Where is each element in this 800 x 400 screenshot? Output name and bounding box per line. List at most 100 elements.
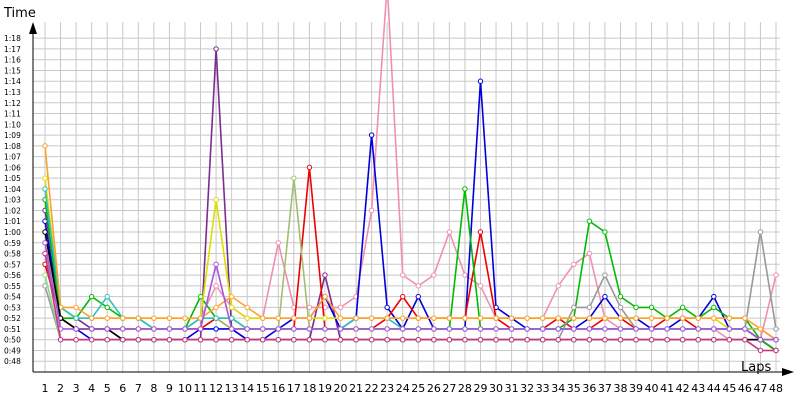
data-point (415, 326, 421, 332)
x-tick-label: 7 (135, 382, 142, 395)
data-point (151, 326, 157, 332)
data-point (42, 229, 48, 235)
x-tick-label: 9 (166, 382, 173, 395)
data-point (213, 46, 219, 52)
y-tick-label: 1:18 (4, 34, 21, 43)
data-point (42, 272, 48, 278)
data-point (135, 315, 142, 321)
tick-labels: 0:48 0:490:50 0:51 0:52 0:530:54 0:55 0:56 0:57… (4, 34, 783, 395)
data-point (73, 304, 79, 311)
data-point (104, 336, 110, 343)
x-tick-label: 47 (753, 382, 767, 395)
data-point (213, 283, 219, 289)
data-point (197, 336, 204, 343)
data-point (73, 315, 79, 321)
x-tick-label: 28 (458, 382, 472, 395)
series-14 (42, 250, 779, 354)
data-point (415, 283, 421, 289)
data-point (757, 336, 764, 343)
data-point (244, 315, 250, 321)
x-tick-label: 43 (691, 382, 705, 395)
x-axis-arrow (782, 368, 794, 376)
data-point (462, 336, 468, 343)
data-point (166, 326, 173, 332)
data-point (337, 326, 344, 332)
data-point (602, 315, 608, 321)
x-tick-label: 5 (104, 382, 111, 395)
x-tick-label: 20 (334, 382, 348, 395)
x-tick-label: 39 (629, 382, 643, 395)
data-point (337, 315, 344, 321)
y-tick-label: 1:03 (4, 196, 21, 205)
x-tick-label: 17 (287, 382, 301, 395)
data-point (306, 326, 313, 332)
data-point (524, 336, 530, 343)
data-point (586, 315, 593, 321)
data-point (586, 218, 593, 224)
data-point (633, 336, 639, 343)
data-point (275, 326, 281, 332)
data-point (384, 326, 390, 332)
data-point (415, 293, 421, 300)
data-point (120, 315, 126, 321)
data-point (197, 293, 204, 300)
data-point (571, 336, 577, 343)
data-point (151, 336, 157, 343)
data-point (773, 326, 779, 332)
data-point (462, 315, 468, 321)
y-tick-label: 0:49 (4, 346, 21, 355)
data-point (368, 326, 375, 332)
series-line (44, 242, 776, 341)
data-point (353, 336, 359, 343)
data-point (260, 315, 266, 321)
data-point (57, 336, 64, 343)
data-point (306, 164, 313, 171)
data-point (540, 326, 546, 332)
y-tick-label: 1:00 (4, 228, 21, 237)
x-tick-label: 30 (489, 382, 503, 395)
y-tick-label: 0:48 (4, 357, 21, 366)
data-point (477, 315, 484, 321)
data-point (648, 315, 655, 321)
data-point (322, 315, 328, 321)
data-point (431, 315, 437, 321)
x-tick-label: 2 (57, 382, 64, 395)
data-point (679, 336, 686, 343)
data-point (42, 240, 48, 246)
data-point (73, 326, 79, 332)
data-point (493, 315, 499, 321)
y-tick-label: 0:55 (4, 282, 21, 291)
x-tick-label: 12 (209, 382, 223, 395)
x-tick-label: 42 (676, 382, 690, 395)
data-point (213, 196, 219, 203)
series-line (44, 178, 777, 341)
y-tick-label: 1:10 (4, 120, 21, 129)
y-tick-label: 0:51 (4, 325, 21, 334)
data-point (571, 304, 577, 311)
data-point (368, 315, 375, 321)
series-line (44, 166, 777, 352)
data-point (275, 240, 281, 246)
data-point (757, 326, 764, 332)
data-point (602, 326, 608, 332)
y-tick-label: 1:15 (4, 66, 21, 75)
y-tick-label: 0:58 (4, 250, 21, 259)
data-point (617, 326, 624, 332)
data-point (711, 304, 717, 311)
data-point (602, 336, 608, 343)
data-point (73, 336, 79, 343)
y-tick-label: 1:04 (4, 185, 21, 194)
y-tick-label: 1:09 (4, 131, 21, 140)
data-point (368, 132, 375, 138)
x-tick-label: 16 (271, 382, 285, 395)
x-tick-label: 19 (318, 382, 332, 395)
x-tick-label: 41 (660, 382, 674, 395)
y-tick-label: 1:05 (4, 174, 21, 183)
data-point (462, 272, 468, 278)
data-point (88, 326, 95, 332)
data-point (135, 336, 142, 343)
y-tick-label: 1:01 (4, 217, 21, 226)
data-point (648, 326, 655, 332)
data-point (306, 315, 313, 321)
data-point (213, 304, 219, 311)
